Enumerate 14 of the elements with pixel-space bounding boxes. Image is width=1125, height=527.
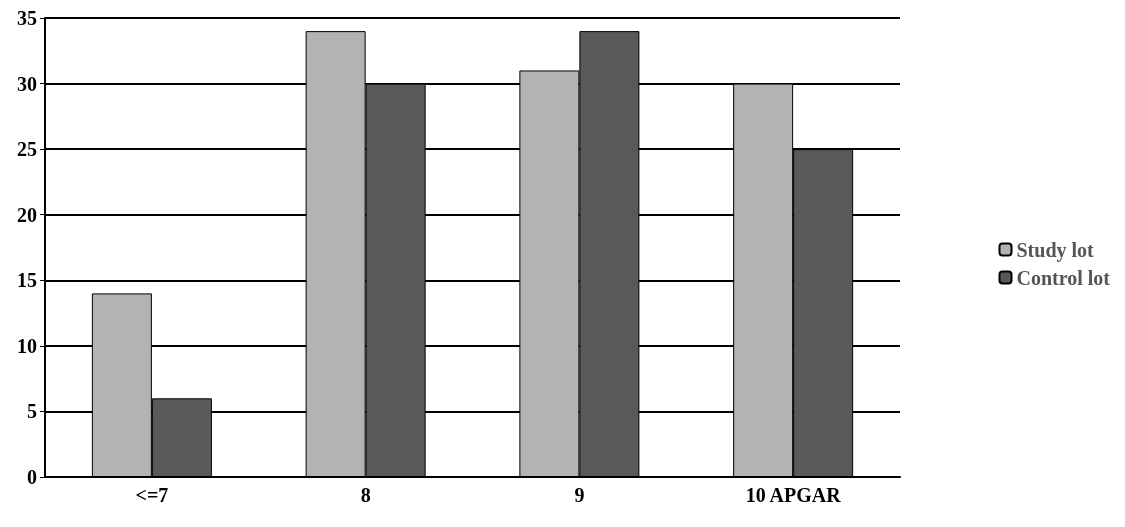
y-tick-label: 15 [17, 269, 37, 292]
y-tick-label: 0 [27, 466, 37, 488]
x-tick-label: <=7 [135, 484, 169, 506]
x-tick-label: 10 APGAR [745, 484, 842, 506]
y-tick-label: 10 [17, 334, 37, 357]
y-tick-label: 20 [17, 203, 37, 226]
y-tick-label: 30 [17, 72, 37, 95]
legend-label: Study lot [1016, 238, 1095, 262]
x-tick-label: 8 [360, 484, 371, 506]
y-tick-label: 25 [17, 138, 37, 161]
y-tick-label: 35 [17, 7, 37, 29]
y-tick-label: 5 [27, 400, 37, 423]
legend-label: Control lot [1016, 266, 1111, 289]
x-tick-label: 9 [574, 484, 585, 506]
